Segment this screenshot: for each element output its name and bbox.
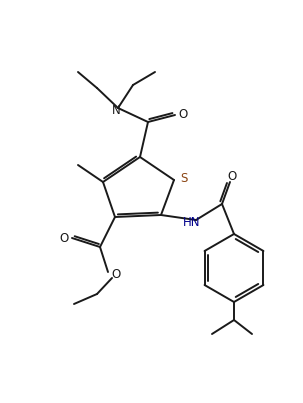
Text: O: O [178,108,188,121]
Text: O: O [112,268,121,282]
Text: HN: HN [183,216,201,229]
Text: O: O [227,170,237,183]
Text: S: S [180,172,188,185]
Text: O: O [59,231,68,245]
Text: N: N [112,104,120,116]
